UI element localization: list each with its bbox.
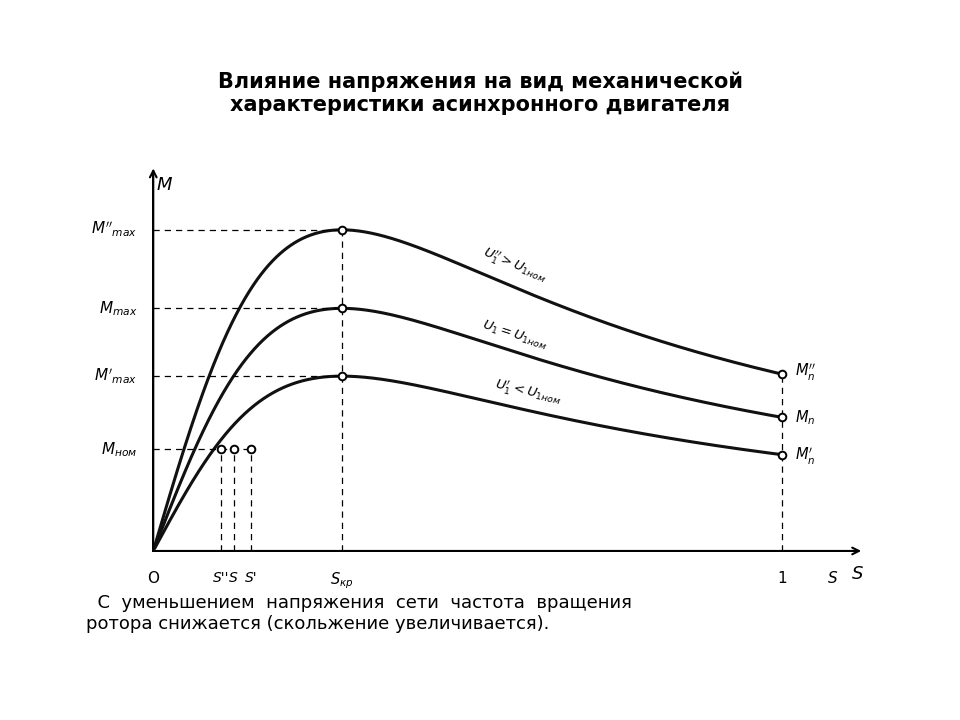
Text: С  уменьшением  напряжения  сети  частота  вращения
ротора снижается (скольжение: С уменьшением напряжения сети частота вр…: [86, 594, 633, 633]
Text: $U_1 = U_{1ном}$: $U_1 = U_{1ном}$: [480, 318, 550, 353]
Text: S: S: [229, 570, 238, 585]
Text: $M_{ном}$: $M_{ном}$: [101, 440, 137, 459]
Text: $U_1'' > U_{1ном}$: $U_1'' > U_{1ном}$: [480, 244, 550, 287]
Text: $M_{max}$: $M_{max}$: [99, 299, 137, 318]
Text: O: O: [147, 570, 159, 585]
Text: $S_{кр}$: $S_{кр}$: [330, 570, 353, 591]
Text: S'': S'': [213, 570, 229, 585]
Text: $M_n'$: $M_n'$: [795, 446, 815, 467]
Text: Влияние напряжения на вид механической
характеристики асинхронного двигателя: Влияние напряжения на вид механической х…: [218, 71, 742, 115]
Text: M: M: [156, 176, 172, 194]
Text: 1: 1: [778, 570, 787, 585]
Text: $M_n$: $M_n$: [795, 408, 815, 427]
Text: $U_1' < U_{1ном}$: $U_1' < U_{1ном}$: [492, 376, 564, 408]
Text: $M''_{max}$: $M''_{max}$: [91, 220, 137, 240]
Text: $M_n''$: $M_n''$: [795, 362, 816, 383]
Text: S: S: [828, 570, 837, 585]
Text: $M'_{max}$: $M'_{max}$: [94, 366, 137, 386]
Text: S: S: [852, 565, 863, 583]
Text: S': S': [245, 570, 257, 585]
